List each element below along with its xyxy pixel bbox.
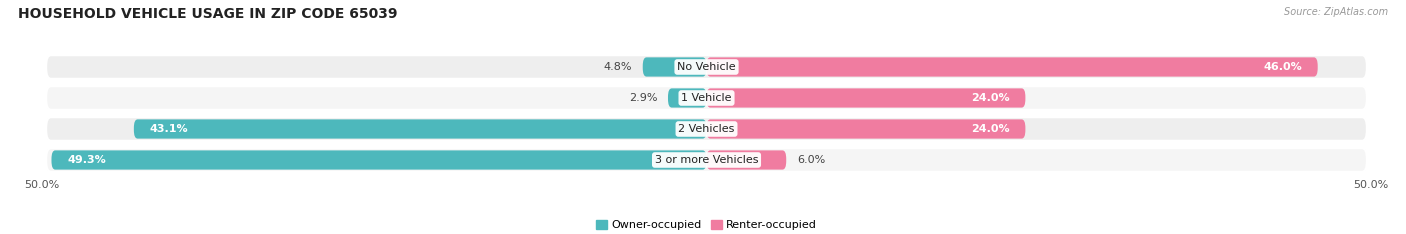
FancyBboxPatch shape bbox=[643, 57, 706, 77]
FancyBboxPatch shape bbox=[706, 150, 786, 170]
FancyBboxPatch shape bbox=[706, 57, 1317, 77]
FancyBboxPatch shape bbox=[668, 88, 706, 108]
FancyBboxPatch shape bbox=[706, 88, 1025, 108]
Text: 3 or more Vehicles: 3 or more Vehicles bbox=[655, 155, 758, 165]
FancyBboxPatch shape bbox=[46, 86, 1367, 110]
Text: 6.0%: 6.0% bbox=[797, 155, 825, 165]
Text: HOUSEHOLD VEHICLE USAGE IN ZIP CODE 65039: HOUSEHOLD VEHICLE USAGE IN ZIP CODE 6503… bbox=[18, 7, 398, 21]
Text: 4.8%: 4.8% bbox=[603, 62, 633, 72]
Text: 46.0%: 46.0% bbox=[1263, 62, 1302, 72]
Text: 43.1%: 43.1% bbox=[150, 124, 188, 134]
Text: 2 Vehicles: 2 Vehicles bbox=[678, 124, 735, 134]
Text: Source: ZipAtlas.com: Source: ZipAtlas.com bbox=[1284, 7, 1388, 17]
Text: 1 Vehicle: 1 Vehicle bbox=[682, 93, 731, 103]
FancyBboxPatch shape bbox=[134, 119, 706, 139]
Text: No Vehicle: No Vehicle bbox=[678, 62, 735, 72]
Text: 2.9%: 2.9% bbox=[628, 93, 658, 103]
Legend: Owner-occupied, Renter-occupied: Owner-occupied, Renter-occupied bbox=[592, 215, 821, 234]
Text: 49.3%: 49.3% bbox=[67, 155, 107, 165]
FancyBboxPatch shape bbox=[46, 55, 1367, 79]
FancyBboxPatch shape bbox=[46, 117, 1367, 141]
FancyBboxPatch shape bbox=[46, 148, 1367, 172]
FancyBboxPatch shape bbox=[52, 150, 706, 170]
Text: 24.0%: 24.0% bbox=[970, 93, 1010, 103]
Text: 24.0%: 24.0% bbox=[970, 124, 1010, 134]
FancyBboxPatch shape bbox=[706, 119, 1025, 139]
